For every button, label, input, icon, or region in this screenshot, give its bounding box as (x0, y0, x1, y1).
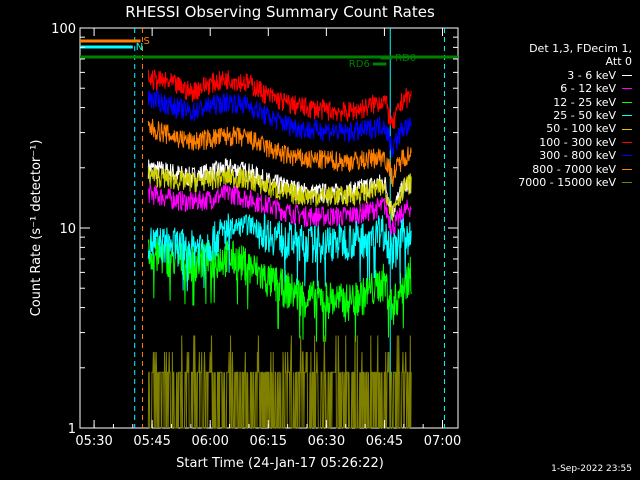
series-line (147, 118, 412, 188)
legend-swatch (622, 142, 632, 144)
series-layer (147, 69, 412, 429)
x-tick-label: 06:45 (366, 434, 403, 449)
legend-header-line-1: Det 1,3, FDecim 1, (529, 42, 632, 55)
legend-entry-label: 300 - 800 keV (539, 149, 616, 163)
x-tick-label: 06:30 (308, 434, 345, 449)
legend-entry: 6 - 12 keV (480, 82, 632, 95)
legend-swatch (622, 155, 632, 157)
legend-entry-label: 800 - 7000 keV (532, 162, 616, 176)
flag-bar-label: N (136, 42, 143, 53)
x-tick-label: 06:00 (191, 434, 228, 449)
axis-layer: 05:30 05:45 06:00 06:15 06:30 06:45 07:00 1 10 10… (51, 22, 461, 449)
series-line (147, 335, 412, 429)
legend-entry: 12 - 25 keV (480, 96, 632, 109)
legend-swatch (622, 75, 632, 77)
x-tick-label: 05:45 (133, 434, 170, 449)
legend-swatch (622, 101, 632, 103)
legend-entry: 7000 - 15000 keV (480, 176, 632, 189)
legend-swatch (622, 115, 632, 117)
x-tick-label: 06:15 (250, 434, 287, 449)
series-line (148, 183, 412, 236)
series-line (147, 69, 412, 130)
series-line (147, 90, 412, 158)
flag-bar-label: RD6 (349, 59, 370, 70)
legend-entry-label: 3 - 6 keV (567, 68, 616, 82)
legend-entry: 100 - 300 keV (480, 136, 632, 149)
x-axis-label: Start Time (24-Jan-17 05:26:22) (176, 456, 384, 471)
legend-header-line-2: Att 0 (605, 55, 632, 69)
series-line (147, 213, 412, 292)
legend-entry: 300 - 800 keV (480, 149, 632, 162)
legend-swatch (622, 182, 632, 184)
legend-entry-label: 100 - 300 keV (539, 135, 616, 149)
series-line (147, 166, 412, 222)
y-tick-label: 1 (68, 422, 76, 437)
legend-entry-label: 12 - 25 keV (553, 95, 616, 109)
legend-entry: 50 - 100 keV (480, 122, 632, 135)
chart-title: RHESSI Observing Summary Count Rates (125, 3, 435, 21)
x-tick-label: 05:30 (75, 434, 112, 449)
y-tick-label: 10 (59, 222, 76, 237)
legend-entry-label: 6 - 12 keV (560, 82, 616, 96)
series-line (147, 237, 412, 342)
legend-swatch (622, 168, 632, 170)
legend-entry-label: 25 - 50 keV (553, 109, 616, 123)
legend-entry: 25 - 50 keV (480, 109, 632, 122)
legend-entry-label: 50 - 100 keV (546, 122, 616, 136)
y-tick-label: 100 (51, 22, 76, 37)
legend: Det 1,3, FDecim 1, Att 0 3 - 6 keV 6 - 12… (480, 42, 632, 189)
y-axis-label: Count Rate (s⁻¹ detector⁻¹) (29, 140, 44, 317)
flag-bar-label: RD0 (395, 53, 416, 64)
legend-entry: 3 - 6 keV (480, 69, 632, 82)
legend-swatch (622, 88, 632, 90)
legend-swatch (622, 128, 632, 130)
legend-entry: 800 - 7000 keV (480, 163, 632, 176)
flag-bar-label: S (144, 36, 150, 47)
footer-timestamp: 1-Sep-2022 23:55 (551, 464, 632, 474)
x-tick-label: 07:00 (424, 434, 461, 449)
legend-entry-label: 7000 - 15000 keV (518, 176, 616, 190)
